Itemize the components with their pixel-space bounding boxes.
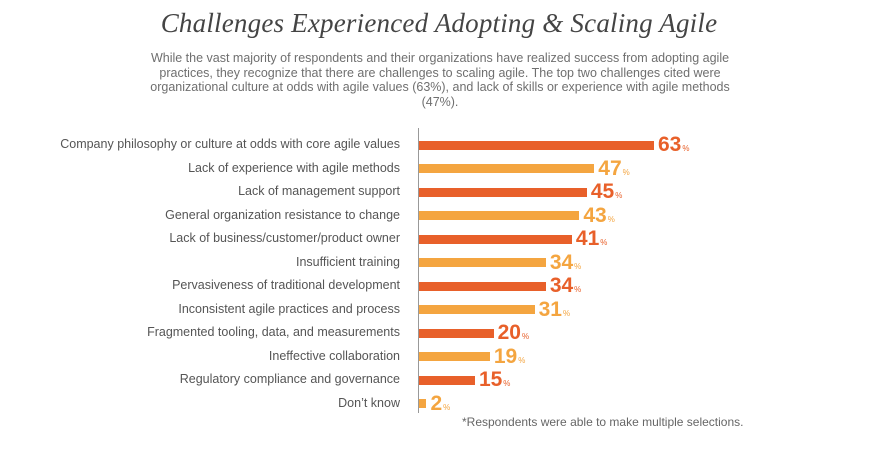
data-label: 15%	[479, 369, 510, 394]
bar	[419, 305, 535, 314]
percent-unit: %	[600, 238, 608, 247]
data-value: 34	[549, 274, 574, 297]
data-label: 31%	[539, 299, 570, 324]
percent-unit: %	[622, 167, 630, 177]
category-label: General organization resistance to chang…	[165, 207, 400, 222]
chart-title: Challenges Experienced Adopting & Scalin…	[160, 8, 718, 38]
category-label: Insufficient training	[296, 254, 400, 269]
bar	[419, 328, 494, 338]
bar	[419, 352, 490, 361]
data-label: 34%	[550, 275, 581, 300]
data-value: 2	[430, 391, 443, 415]
data-value: 63	[657, 133, 682, 156]
category-label: Don’t know	[338, 395, 400, 410]
percent-unit: %	[443, 402, 451, 412]
bar	[419, 281, 546, 291]
data-value: 15	[478, 368, 503, 391]
data-label: 34%	[550, 252, 581, 277]
data-label: 63%	[658, 134, 689, 159]
bar	[419, 234, 572, 244]
category-label: Fragmented tooling, data, and measuremen…	[147, 325, 400, 339]
bar	[419, 258, 546, 267]
percent-unit: %	[615, 191, 623, 200]
percent-unit: %	[521, 332, 530, 341]
category-label: Lack of business/customer/product owner	[169, 231, 400, 245]
percent-unit: %	[503, 379, 511, 388]
data-value: 19	[493, 344, 518, 368]
data-value: 45	[590, 180, 615, 203]
category-label: Ineffective collaboration	[268, 348, 400, 363]
bar	[419, 164, 595, 173]
data-label: 2%	[430, 393, 450, 418]
percent-unit: %	[574, 261, 582, 271]
category-label: Pervasiveness of traditional development	[172, 278, 400, 292]
bar	[419, 399, 427, 408]
bar	[419, 375, 475, 385]
bar	[419, 187, 587, 197]
bar	[419, 211, 580, 220]
data-value: 34	[549, 250, 574, 274]
percent-unit: %	[574, 285, 582, 294]
data-label: 41%	[576, 228, 607, 253]
footnote: *Respondents were able to make multiple …	[462, 415, 744, 429]
bar	[419, 140, 654, 150]
percent-unit: %	[682, 144, 690, 153]
data-label: 43%	[583, 205, 614, 230]
data-label: 45%	[591, 181, 622, 206]
category-label: Lack of management support	[238, 184, 400, 198]
data-label: 47%	[598, 158, 629, 183]
data-label: 19%	[494, 346, 525, 371]
y-axis-line	[418, 128, 419, 413]
percent-unit: %	[518, 355, 526, 365]
percent-unit: %	[607, 214, 615, 224]
data-value: 41	[575, 227, 600, 250]
data-value: 43	[583, 203, 607, 227]
category-label: Regulatory compliance and governance	[179, 372, 400, 386]
chart-subtitle: While the vast majority of respondents a…	[150, 51, 730, 109]
category-label: Company philosophy or culture at odds wi…	[60, 137, 400, 151]
category-label: Lack of experience with agile methods	[188, 160, 400, 175]
data-value: 47	[598, 156, 622, 180]
data-value: 20	[497, 321, 521, 344]
percent-unit: %	[562, 308, 571, 318]
data-label: 20%	[498, 322, 529, 347]
category-label: Inconsistent agile practices and process	[178, 301, 400, 316]
data-value: 31	[538, 297, 562, 321]
